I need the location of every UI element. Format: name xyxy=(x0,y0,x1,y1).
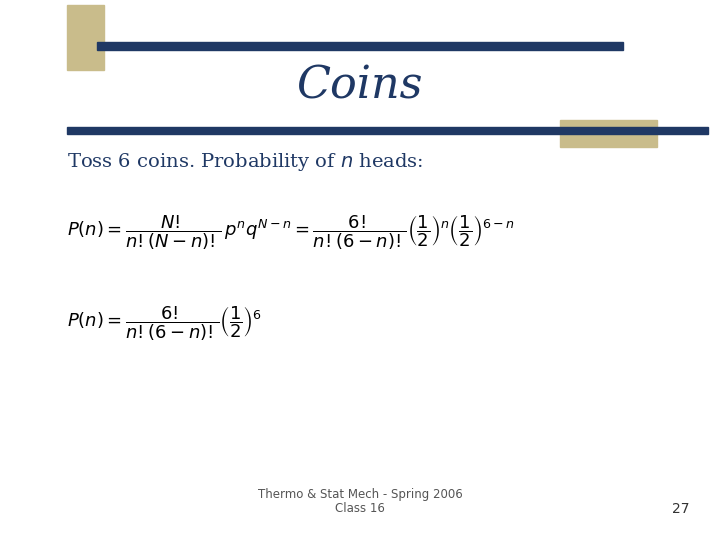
Text: Coins: Coins xyxy=(297,65,423,108)
Bar xyxy=(97,42,623,50)
Bar xyxy=(560,120,657,147)
Text: $P(n) = \dfrac{6!}{n!(6-n)!}\left(\dfrac{1}{2}\right)^{6}$: $P(n) = \dfrac{6!}{n!(6-n)!}\left(\dfrac… xyxy=(67,305,262,343)
Text: Toss 6 coins. Probability of $n$ heads:: Toss 6 coins. Probability of $n$ heads: xyxy=(67,151,423,173)
Bar xyxy=(67,127,708,134)
Text: Class 16: Class 16 xyxy=(335,502,385,515)
Text: 27: 27 xyxy=(672,502,690,516)
Text: Thermo & Stat Mech - Spring 2006: Thermo & Stat Mech - Spring 2006 xyxy=(258,488,462,501)
Text: $P(n) = \dfrac{N!}{n!(N-n)!}\, p^n q^{N-n} = \dfrac{6!}{n!(6-n)!}\left(\dfrac{1}: $P(n) = \dfrac{N!}{n!(N-n)!}\, p^n q^{N-… xyxy=(67,213,515,252)
Bar xyxy=(67,5,104,70)
